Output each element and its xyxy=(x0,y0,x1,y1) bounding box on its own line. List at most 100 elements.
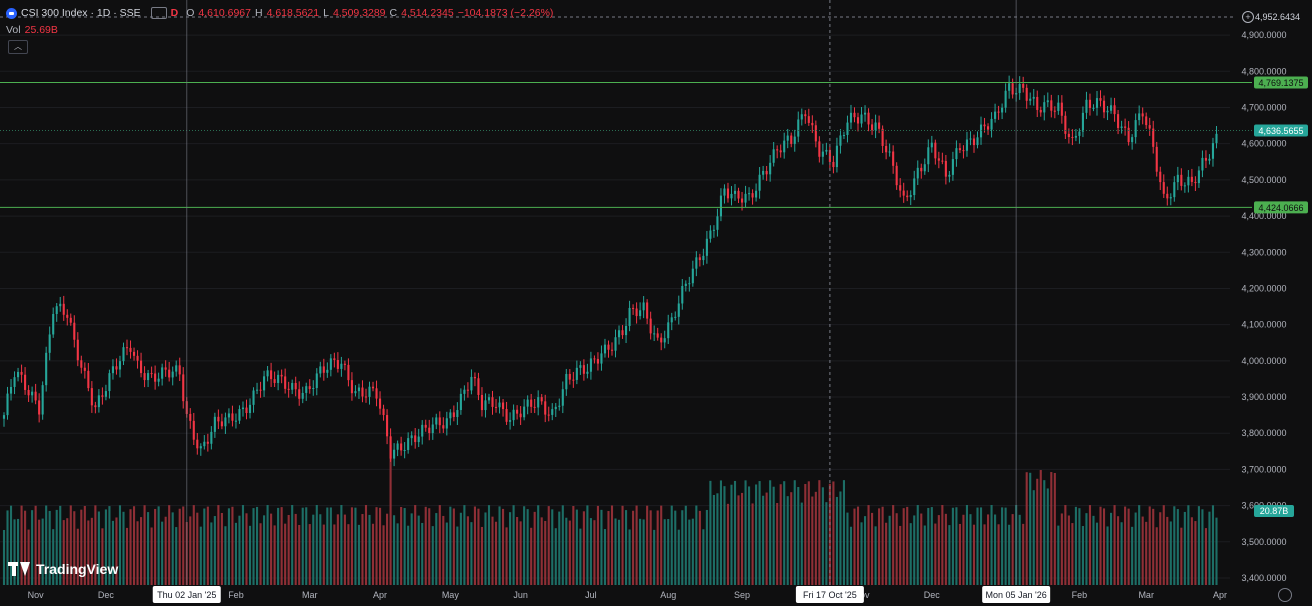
volume-bar xyxy=(1004,507,1007,585)
candle-body xyxy=(899,185,902,191)
candle-body xyxy=(783,140,786,153)
volume-bar xyxy=(716,493,719,585)
volume-bar xyxy=(1201,509,1204,585)
candle-body xyxy=(906,195,909,198)
candle-body xyxy=(368,386,371,397)
candle-body xyxy=(797,119,800,137)
volume-bar xyxy=(906,506,909,585)
candle-body xyxy=(382,408,385,416)
volume-bar xyxy=(154,508,157,585)
volume-bar xyxy=(519,521,522,585)
volume-bar xyxy=(487,505,491,585)
crosshair-date-label: Thu 02 Jan '25 xyxy=(157,590,216,600)
volume-bar xyxy=(1036,478,1039,585)
volume-bar xyxy=(846,512,849,585)
volume-bar xyxy=(783,481,786,585)
volume-bar xyxy=(849,526,853,585)
candle-body xyxy=(1043,102,1046,113)
interval-badge[interactable]: D xyxy=(170,7,179,19)
symbol-title[interactable]: CSI 300 Index · 1D · SSE xyxy=(21,7,141,19)
candle-body xyxy=(1190,176,1193,182)
volume-bar xyxy=(698,510,701,585)
collapse-legend-button[interactable]: ︿ xyxy=(8,40,28,54)
volume-bar xyxy=(670,505,673,585)
volume-bar xyxy=(723,486,726,585)
candle-body xyxy=(1113,105,1116,115)
candle-body xyxy=(210,431,213,444)
volume-bar xyxy=(1029,472,1032,585)
volume-bar xyxy=(1138,505,1141,585)
candle-body xyxy=(610,349,614,351)
price-axis[interactable]: 4,900.0000 4,800.0000 4,700.0000 4,600.0000… xyxy=(1241,30,1286,583)
volume-bar xyxy=(213,516,216,585)
candle-body xyxy=(301,392,304,399)
volume-bar xyxy=(684,505,687,585)
volume-bar xyxy=(579,528,582,585)
volume-bar xyxy=(354,507,357,585)
candle-body xyxy=(765,170,768,175)
volume-bar xyxy=(438,505,441,585)
volume-bar xyxy=(456,526,459,585)
volume-bar xyxy=(1046,488,1049,585)
candle-body xyxy=(55,306,58,315)
legend-header[interactable]: CSI 300 Index · 1D · SSE D O 4,610.6967 H… xyxy=(6,5,553,21)
candle-body xyxy=(421,424,424,437)
crosshair-date-badge xyxy=(795,586,864,603)
volume-bar xyxy=(660,505,663,585)
candle-body xyxy=(217,416,220,422)
candle-body xyxy=(438,417,441,426)
volume-bar xyxy=(287,515,290,585)
candle-body xyxy=(828,149,831,162)
volume-bar xyxy=(554,528,557,585)
volume-bar xyxy=(607,511,610,585)
change-value: −104.1873 (−2.26%) xyxy=(457,7,554,19)
candle-body xyxy=(459,393,462,411)
candle-body xyxy=(994,111,997,119)
volume-bar xyxy=(76,528,79,585)
settings-icon[interactable] xyxy=(1278,588,1292,602)
horizontal-levels[interactable] xyxy=(0,81,1252,208)
volume-bar xyxy=(375,507,378,585)
volume-bar xyxy=(477,508,480,585)
x-tick-label: Feb xyxy=(228,590,244,600)
candle-body xyxy=(779,150,782,153)
volume-legend[interactable]: Vol 25.69B xyxy=(6,24,58,36)
last-price-badge xyxy=(1254,124,1308,137)
volume-bar xyxy=(628,529,631,585)
candle-body xyxy=(224,417,227,427)
candle-body xyxy=(386,415,389,437)
candle-body xyxy=(1029,98,1032,101)
volume-bar xyxy=(568,520,571,585)
candle-body xyxy=(860,114,863,124)
candle-body xyxy=(702,255,705,261)
time-axis[interactable]: NovDecFebMarAprMayJunJulAugSepNovDecFebM… xyxy=(28,590,1227,600)
candle-body xyxy=(501,402,505,410)
volume-bar xyxy=(393,515,396,585)
volume-bar xyxy=(150,527,153,585)
volume-bar xyxy=(171,512,174,585)
volume-bar xyxy=(863,516,867,585)
chart-type-icon[interactable] xyxy=(150,7,167,19)
add-alert-icon[interactable]: + xyxy=(1242,11,1254,23)
volume-bar xyxy=(1152,508,1155,585)
candle-body xyxy=(6,393,9,416)
volume-bar xyxy=(814,491,817,585)
candle-body xyxy=(280,374,283,377)
volume-bar xyxy=(34,505,37,585)
candle-body xyxy=(470,376,473,391)
volume-bar xyxy=(62,520,65,585)
volume-bar xyxy=(90,517,93,585)
volume-bar xyxy=(1117,516,1120,585)
candle-body xyxy=(572,379,575,381)
volume-bar xyxy=(892,505,895,585)
tradingview-logo[interactable]: TradingView xyxy=(8,561,118,577)
candle-body xyxy=(769,162,772,175)
crosshair-price-label: 4,952.6434 xyxy=(1255,12,1300,22)
candle-body xyxy=(452,412,455,418)
volume-bar xyxy=(350,507,353,585)
volume-bar xyxy=(920,513,923,585)
candle-body xyxy=(178,365,181,375)
candlestick-series xyxy=(2,75,1218,467)
